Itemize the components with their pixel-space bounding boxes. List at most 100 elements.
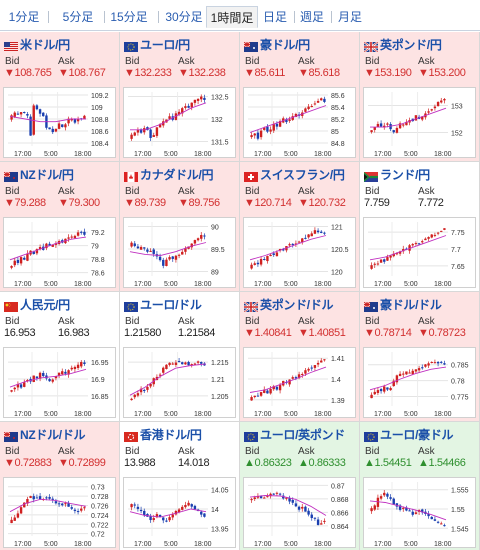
mini-chart[interactable]: 0.785 0.78 0.775 17:00 5:00 18:00 bbox=[363, 347, 476, 418]
ask-value: ▲1.54466 bbox=[418, 457, 466, 469]
x-tick-label: 17:00 bbox=[374, 541, 392, 548]
tab-4[interactable]: 1時間足 bbox=[206, 6, 258, 28]
candle-body bbox=[51, 128, 54, 133]
mini-chart[interactable]: 85.6 85.4 85.2 85 84.8 17:00 5:00 18:00 bbox=[243, 87, 356, 158]
y-tick-label: 132.5 bbox=[211, 95, 229, 102]
pair-link[interactable]: NZドル/ドル bbox=[3, 427, 86, 442]
y-tick-label: 1.4 bbox=[331, 377, 341, 384]
pair-link[interactable]: NZドル/円 bbox=[3, 167, 74, 182]
candle-body bbox=[427, 111, 430, 113]
au-flag-icon bbox=[243, 39, 258, 52]
pair-link[interactable]: 英ポンド/ドル bbox=[243, 297, 334, 313]
pair-link[interactable]: ユーロ/円 bbox=[124, 37, 190, 52]
x-tick-label: 5:00 bbox=[44, 411, 58, 418]
candle-body bbox=[76, 118, 80, 122]
pair-link[interactable]: 豪ドル/ドル bbox=[363, 297, 442, 312]
candle-body bbox=[250, 499, 253, 501]
candle-body bbox=[263, 127, 266, 130]
pair-link[interactable]: 人民元/円 bbox=[4, 297, 70, 312]
candle-body bbox=[10, 266, 13, 268]
ask-value: ▼1.40851 bbox=[298, 327, 346, 339]
pair-link[interactable]: ユーロ/英ポンド bbox=[244, 427, 345, 442]
candle-body bbox=[26, 253, 29, 261]
mini-chart[interactable]: 7.75 7.7 7.65 17:00 5:00 18:00 bbox=[363, 217, 476, 288]
tab-7[interactable]: 月足 bbox=[337, 10, 362, 24]
mini-chart[interactable]: 109.2 109 108.8 108.6 108.4 17:00 5:00 18:00 bbox=[3, 87, 116, 158]
tab-2[interactable]: 15分足 bbox=[110, 10, 148, 24]
pair-link[interactable]: カナダドル/円 bbox=[124, 167, 214, 182]
mini-chart[interactable]: 0.87 0.868 0.866 0.864 17:00 5:00 18:00 bbox=[243, 477, 356, 548]
y-tick-label: 79 bbox=[91, 244, 99, 251]
candle-body bbox=[200, 511, 203, 515]
candle-body bbox=[193, 363, 197, 365]
pair-link[interactable]: 香港ドル/円 bbox=[124, 427, 202, 442]
pair-link[interactable]: 英ポンド/円 bbox=[363, 37, 442, 53]
tab-6[interactable]: 週足 bbox=[299, 10, 324, 24]
pair-link[interactable]: ユーロ/ドル bbox=[124, 297, 202, 312]
candle-body bbox=[291, 243, 294, 246]
mini-chart[interactable]: 14.05 14 13.95 17:00 5:00 18:00 bbox=[123, 477, 236, 548]
candle-body bbox=[266, 126, 269, 132]
candle-body bbox=[38, 109, 42, 114]
candle-body bbox=[203, 513, 206, 517]
y-tick-label: 1.55 bbox=[451, 507, 465, 514]
bid-value: 7.759 bbox=[364, 197, 390, 209]
candle-body bbox=[278, 121, 282, 127]
candle-body bbox=[187, 362, 190, 366]
mini-chart[interactable]: 1.555 1.55 1.545 17:00 5:00 18:00 bbox=[363, 477, 476, 548]
x-tick-label: 17:00 bbox=[134, 151, 152, 158]
candle-body bbox=[272, 253, 275, 255]
pair-link[interactable]: 米ドル/円 bbox=[4, 37, 70, 52]
mini-chart[interactable]: 16.95 16.9 16.85 17:00 5:00 18:00 bbox=[3, 347, 116, 418]
x-tick-label: 5:00 bbox=[284, 281, 298, 288]
mini-chart[interactable]: 153 152 17:00 5:00 18:00 bbox=[363, 87, 476, 158]
candle-body bbox=[155, 127, 159, 136]
eu-flag-icon bbox=[364, 429, 378, 442]
candle-body bbox=[316, 230, 320, 233]
candle-body bbox=[80, 508, 83, 511]
pair-link[interactable]: 豪ドル/円 bbox=[243, 37, 310, 52]
ask-value: ▼153.200 bbox=[418, 67, 466, 79]
bid-label: Bid bbox=[365, 56, 380, 67]
x-tick-label: 17:00 bbox=[374, 151, 392, 158]
mini-chart[interactable]: 90 89.5 89 17:00 5:00 18:00 bbox=[123, 217, 236, 288]
ask-label: Ask bbox=[58, 56, 75, 67]
candle-body bbox=[259, 392, 263, 396]
candle-body bbox=[316, 362, 320, 365]
ask-label: Ask bbox=[418, 446, 435, 457]
mini-chart[interactable]: 1.215 1.21 1.205 17:00 5:00 18:00 bbox=[123, 347, 236, 418]
mini-chart[interactable]: 121 120.5 120 17:00 5:00 18:00 bbox=[243, 217, 356, 288]
candle-body bbox=[392, 498, 395, 505]
candle-body bbox=[184, 248, 187, 252]
mini-chart[interactable]: 79.2 79 78.8 78.6 17:00 5:00 18:00 bbox=[3, 217, 116, 288]
ask-value: ▼79.300 bbox=[58, 197, 100, 209]
candle-body bbox=[297, 374, 301, 379]
candle-body bbox=[203, 97, 206, 100]
gb-flag-icon bbox=[363, 39, 379, 53]
ask-label: Ask bbox=[58, 316, 75, 327]
mini-chart[interactable]: 0.73 0.728 0.726 0.724 0.722 0.72 17:00 5:00 18:… bbox=[3, 477, 116, 548]
tab-3[interactable]: 30分足 bbox=[165, 10, 203, 24]
candle-body bbox=[256, 262, 260, 265]
ask-value: ▼89.756 bbox=[178, 197, 220, 209]
mini-chart[interactable]: 1.41 1.4 1.39 17:00 5:00 18:00 bbox=[243, 347, 356, 418]
candle-body bbox=[23, 382, 26, 387]
x-tick-label: 17:00 bbox=[254, 281, 272, 288]
y-tick-label: 0.864 bbox=[331, 524, 349, 531]
tab-0[interactable]: 1分足 bbox=[8, 10, 40, 24]
tab-5[interactable]: 日足 bbox=[262, 10, 287, 24]
pair-name: スイスフラン/円 bbox=[260, 167, 345, 182]
pair-link[interactable]: ユーロ/豪ドル bbox=[364, 427, 454, 442]
pair-link[interactable]: ランド/円 bbox=[364, 167, 430, 182]
candle-body bbox=[259, 130, 263, 138]
candle-body bbox=[402, 373, 405, 375]
candle-body bbox=[379, 389, 383, 392]
candle-body bbox=[398, 505, 402, 510]
candle-body bbox=[291, 377, 294, 379]
eu-flag-icon bbox=[124, 39, 138, 52]
mini-chart[interactable]: 132.5 132 131.5 17:00 5:00 18:00 bbox=[123, 87, 236, 158]
candle-body bbox=[13, 387, 16, 390]
pair-link[interactable]: スイスフラン/円 bbox=[244, 167, 345, 182]
candle-body bbox=[376, 497, 380, 507]
tab-1[interactable]: 5分足 bbox=[62, 10, 94, 24]
